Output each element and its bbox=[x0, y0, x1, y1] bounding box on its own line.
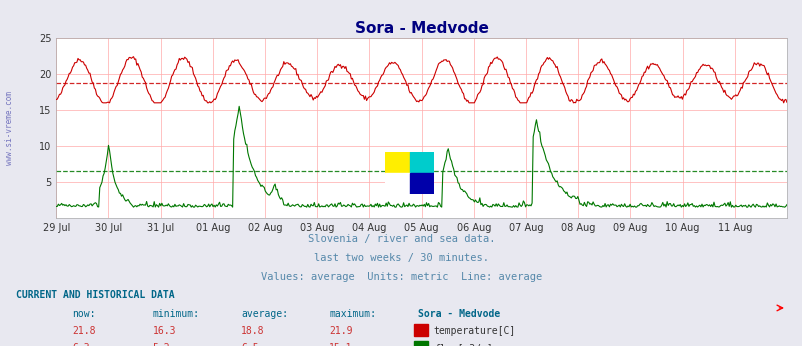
Text: minimum:: minimum: bbox=[152, 309, 200, 319]
Text: 18.8: 18.8 bbox=[241, 326, 264, 336]
Bar bbox=[385, 173, 409, 194]
Text: temperature[C]: temperature[C] bbox=[433, 326, 515, 336]
Text: flow[m3/s]: flow[m3/s] bbox=[433, 343, 492, 346]
Bar bbox=[409, 152, 433, 173]
Text: 21.9: 21.9 bbox=[329, 326, 352, 336]
Text: Slovenia / river and sea data.: Slovenia / river and sea data. bbox=[307, 234, 495, 244]
Text: Sora - Medvode: Sora - Medvode bbox=[417, 309, 499, 319]
Text: 15.1: 15.1 bbox=[329, 343, 352, 346]
Bar bbox=[385, 152, 409, 173]
Text: 6.5: 6.5 bbox=[241, 343, 258, 346]
Bar bbox=[409, 173, 433, 194]
Text: 21.8: 21.8 bbox=[72, 326, 95, 336]
Text: 5.2: 5.2 bbox=[152, 343, 170, 346]
Text: 6.3: 6.3 bbox=[72, 343, 90, 346]
Text: 16.3: 16.3 bbox=[152, 326, 176, 336]
Text: last two weeks / 30 minutes.: last two weeks / 30 minutes. bbox=[314, 253, 488, 263]
Text: average:: average: bbox=[241, 309, 288, 319]
Text: maximum:: maximum: bbox=[329, 309, 376, 319]
Text: www.si-vreme.com: www.si-vreme.com bbox=[5, 91, 14, 165]
Text: Values: average  Units: metric  Line: average: Values: average Units: metric Line: aver… bbox=[261, 272, 541, 282]
Text: CURRENT AND HISTORICAL DATA: CURRENT AND HISTORICAL DATA bbox=[16, 290, 175, 300]
Text: now:: now: bbox=[72, 309, 95, 319]
Title: Sora - Medvode: Sora - Medvode bbox=[354, 20, 488, 36]
